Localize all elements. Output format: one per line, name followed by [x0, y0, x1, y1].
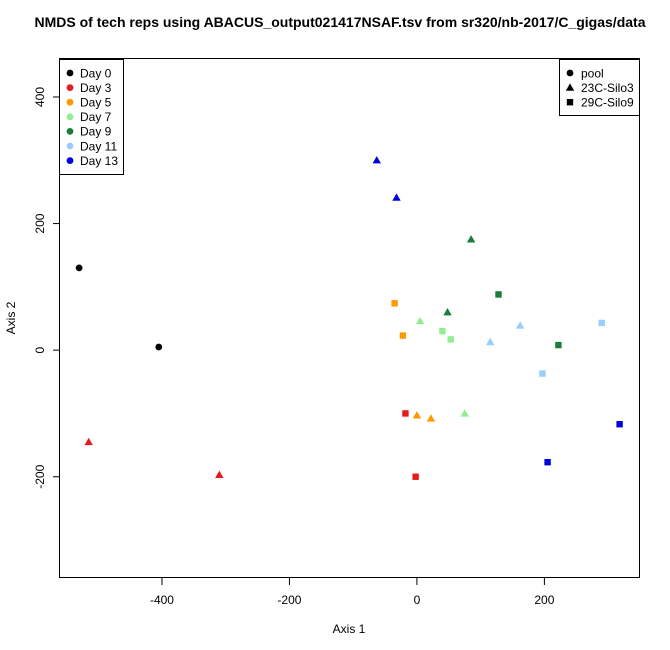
data-points: [75, 156, 623, 480]
legend-day-label: Day 13: [80, 154, 118, 168]
data-point: [443, 307, 452, 316]
y-tick-label: -200: [33, 464, 47, 488]
data-point: [495, 291, 502, 298]
legend-day-marker: [66, 113, 74, 121]
legend-day-box: [59, 59, 124, 175]
legend-site-entry: pool: [566, 66, 604, 80]
y-tick-label: 200: [33, 213, 47, 233]
x-axis-label: Axis 1: [333, 622, 366, 636]
legend-day-label: Day 3: [80, 81, 112, 95]
x-tick-label: -400: [150, 593, 174, 607]
data-point: [372, 156, 381, 164]
legend-day-marker: [66, 69, 74, 77]
legend-day-label: Day 11: [80, 139, 117, 153]
data-point: [155, 343, 163, 351]
data-point: [515, 321, 525, 329]
data-point: [460, 409, 469, 417]
data-point: [391, 300, 398, 307]
legend-day-label: Day 9: [80, 125, 112, 139]
y-axis-label: Axis 2: [4, 301, 18, 334]
legend-site-marker: [565, 83, 575, 91]
data-point: [616, 420, 623, 428]
data-point: [84, 437, 93, 446]
legend-site-label: 29C-Silo9: [581, 96, 634, 110]
legend-day-entry: Day 7: [66, 110, 112, 124]
data-point: [392, 193, 401, 201]
legend-day-marker: [66, 157, 74, 165]
legend-day-entry: Day 9: [66, 125, 112, 139]
chart-title: NMDS of tech reps using ABACUS_output021…: [35, 14, 646, 30]
legend-day-marker: [66, 142, 74, 150]
legend-site-marker: [566, 69, 574, 77]
data-point: [466, 235, 476, 243]
legend-site-label: pool: [581, 66, 604, 80]
legend-day-label: Day 0: [80, 66, 112, 80]
data-point: [402, 410, 409, 417]
data-point: [412, 473, 419, 480]
data-point: [544, 458, 551, 466]
legend-site-box: [559, 59, 640, 116]
legend-day-marker: [66, 127, 74, 135]
data-point: [555, 341, 562, 349]
data-point: [447, 336, 454, 343]
data-point: [412, 411, 422, 419]
data-point: [399, 332, 407, 339]
legend-day-entry: Day 3: [66, 81, 112, 95]
y-tick-label: 400: [33, 87, 47, 107]
data-point: [486, 337, 495, 346]
y-tick-label: 0: [33, 346, 47, 353]
data-point: [415, 316, 425, 325]
data-point: [75, 264, 83, 272]
legend-day-marker: [66, 98, 74, 106]
data-point: [539, 370, 546, 377]
legend-site-entry: 23C-Silo3: [565, 81, 634, 95]
plot-area-frame: [59, 58, 640, 578]
legend-day-entry: Day 13: [66, 154, 118, 168]
data-point: [215, 470, 224, 478]
legend-day-entry: Day 0: [66, 66, 112, 80]
legend-day-label: Day 5: [80, 96, 112, 110]
x-tick-label: 0: [414, 593, 421, 607]
data-point: [598, 319, 605, 327]
legend-site-marker: [566, 99, 574, 106]
legend-site-label: 23C-Silo3: [581, 81, 634, 95]
legend-day-entry: Day 5: [66, 96, 112, 110]
axis-ticks: -400 -200 0 200 -200 0 200 400: [33, 87, 555, 607]
legend-day-marker: [66, 84, 74, 91]
data-point: [426, 414, 436, 422]
x-tick-label: -200: [277, 593, 301, 607]
legend-day-label: Day 7: [80, 110, 112, 124]
data-point: [439, 327, 446, 335]
legend-site-entry: 29C-Silo9: [566, 96, 634, 110]
x-tick-label: 200: [534, 593, 554, 607]
legend-day-entry: Day 11: [66, 139, 117, 153]
